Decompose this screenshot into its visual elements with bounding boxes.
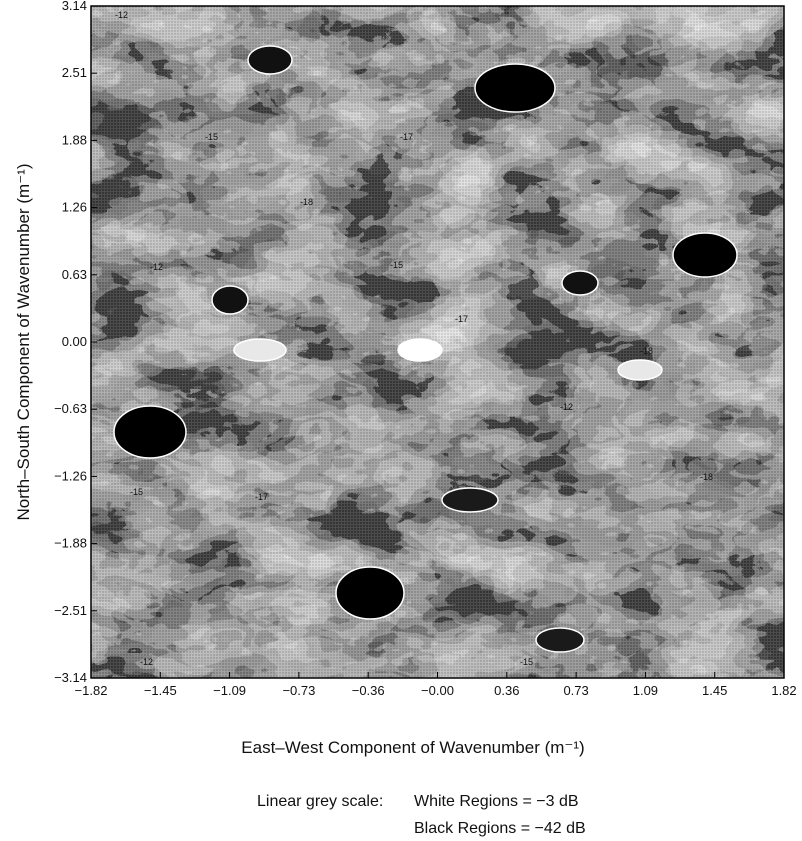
y-tick-label: 1.26 xyxy=(62,200,87,215)
contour-labels: -12 -15 -17 -18 -12 -15 -17 -18 -12 -15 -17 -18 -12 -… xyxy=(115,10,713,667)
intensity-region xyxy=(247,45,293,75)
y-tick-label: 1.88 xyxy=(62,132,87,147)
x-tick-label: −1.09 xyxy=(213,683,246,698)
intensity-region xyxy=(535,627,585,653)
y-tick-label: −1.88 xyxy=(54,536,87,551)
y-tick-label: 2.51 xyxy=(62,65,87,80)
contour-label: -17 xyxy=(455,314,468,324)
contour-label: -12 xyxy=(140,657,153,667)
intensity-region xyxy=(397,338,443,362)
x-tick-label: −1.45 xyxy=(144,683,177,698)
x-tick-label: 0.73 xyxy=(563,683,588,698)
x-tick-label: −0.73 xyxy=(282,683,315,698)
contour-label: -17 xyxy=(400,132,413,142)
contour-label: -15 xyxy=(520,657,533,667)
y-tick-label: −2.51 xyxy=(54,603,87,618)
intensity-region xyxy=(561,270,599,296)
contour-label: -12 xyxy=(150,262,163,272)
grey-scale-legend: Linear grey scale: White Regions = −3 dB… xyxy=(257,793,586,837)
heatmap-regions xyxy=(113,45,738,653)
y-tick-label: 0.00 xyxy=(62,334,87,349)
intensity-region xyxy=(335,566,405,620)
contour-label: -15 xyxy=(205,132,218,142)
x-tick-label: −0.00 xyxy=(421,683,454,698)
intensity-region xyxy=(441,487,499,513)
legend-caption: Linear grey scale: xyxy=(257,793,383,810)
x-axis-title: East–West Component of Wavenumber (m⁻¹) xyxy=(241,738,584,757)
plot-area: -12 -15 -17 -18 -12 -15 -17 -18 -12 -15 -17 -18 -12 -… xyxy=(91,6,784,678)
contour-label: -12 xyxy=(560,402,573,412)
y-tick-label: −3.14 xyxy=(54,670,87,685)
x-tick-label: 1.09 xyxy=(633,683,658,698)
contour-label: -18 xyxy=(640,346,653,356)
contour-label: -18 xyxy=(300,197,313,207)
x-tick-label: 1.45 xyxy=(702,683,727,698)
x-tick-label: −1.82 xyxy=(75,683,108,698)
legend-white: White Regions = −3 dB xyxy=(414,793,579,810)
y-tick-label: −1.26 xyxy=(54,468,87,483)
y-tick-label: −0.63 xyxy=(54,401,87,416)
x-tick-label: −0.36 xyxy=(352,683,385,698)
contour-label: -15 xyxy=(390,260,403,270)
contour-label: -15 xyxy=(130,487,143,497)
legend-black: Black Regions = −42 dB xyxy=(414,820,586,837)
intensity-region xyxy=(211,285,249,315)
intensity-region xyxy=(672,232,738,278)
y-axis-title: North–South Component of Wavenumber (m⁻¹… xyxy=(14,164,33,521)
intensity-region xyxy=(113,405,187,459)
intensity-region xyxy=(233,338,287,362)
heatmap-stipple xyxy=(91,6,784,678)
intensity-region xyxy=(617,359,663,381)
y-axis-ticks: 3.14 2.51 1.88 1.26 0.63 0.00 −0.63 −1.26 −1.88 −… xyxy=(54,0,97,685)
intensity-region xyxy=(474,63,556,113)
y-tick-label: 3.14 xyxy=(62,0,87,13)
contour-label: -18 xyxy=(700,472,713,482)
contour-label: -12 xyxy=(115,10,128,20)
contour-label: -17 xyxy=(255,492,268,502)
x-tick-label: 1.82 xyxy=(771,683,796,698)
x-tick-label: 0.36 xyxy=(494,683,519,698)
y-tick-label: 0.63 xyxy=(62,267,87,282)
x-axis-ticks: −1.82 −1.45 −1.09 −0.73 −0.36 −0.00 0.36 0.73 1.… xyxy=(75,672,797,698)
